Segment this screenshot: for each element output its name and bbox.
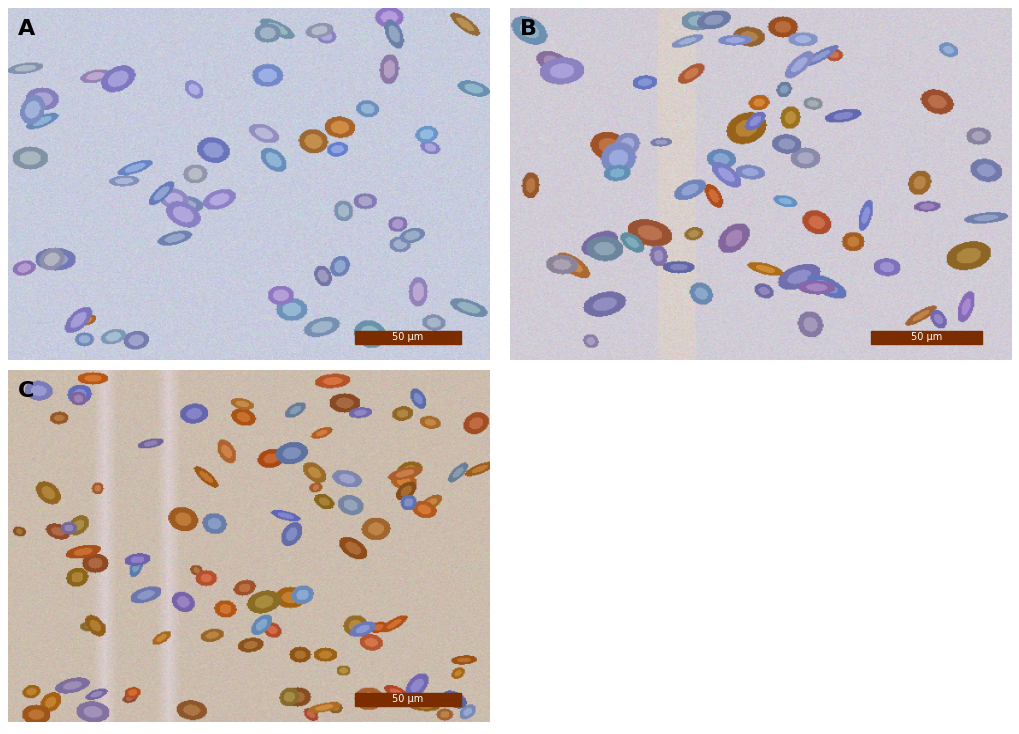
Text: 50 μm: 50 μm (392, 333, 423, 343)
Text: 50 μm: 50 μm (392, 694, 423, 705)
FancyBboxPatch shape (870, 331, 981, 344)
Text: A: A (17, 18, 35, 39)
Text: 50 μm: 50 μm (910, 333, 942, 343)
Text: C: C (17, 380, 34, 401)
FancyBboxPatch shape (355, 331, 461, 344)
FancyBboxPatch shape (355, 693, 461, 706)
Text: B: B (520, 18, 537, 39)
